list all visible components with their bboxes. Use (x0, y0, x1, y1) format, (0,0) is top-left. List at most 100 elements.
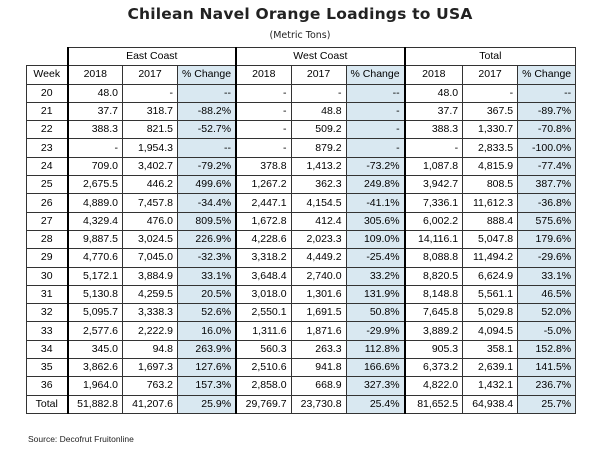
east-2018-cell: 1,964.0 (66, 376, 123, 396)
west-2018-cell: 4,228.6 (235, 229, 292, 250)
table-row: 29 4,770.6 7,045.0 -32.3% 3,318.2 4,449.2 -25.… (26, 248, 577, 268)
west-2017-cell: 4,154.5 (290, 193, 347, 213)
total-2018-cell: 6,002.2 (403, 211, 464, 231)
west-pct-cell: -29.9% (345, 321, 406, 341)
total-2018-cell: 4,822.0 (403, 376, 464, 396)
total-2018-cell: 3,942.7 (403, 175, 464, 195)
east-pct-cell: 127.6% (177, 358, 237, 378)
total-2018-cell: 3,889.2 (403, 321, 464, 341)
week-cell: 33 (26, 321, 68, 341)
total-2017-cell: 5,047.8 (462, 229, 519, 250)
west-2017-cell: - (290, 83, 347, 103)
week-cell: 36 (26, 376, 68, 396)
total-2018-cell: 81,652.5 (403, 394, 464, 414)
total-2017-cell: 808.5 (462, 175, 519, 195)
east-pct-cell: 33.1% (177, 266, 237, 286)
total-pct-header: % Change (517, 65, 577, 85)
table-row: 27 4,329.4 476.0 809.5% 1,672.8 412.4 305.6% 6,… (26, 211, 577, 231)
west-2018-cell: 1,267.2 (235, 175, 292, 195)
table-row: 28 9,887.5 3,024.5 226.9% 4,228.6 2,023.3 109.… (26, 229, 577, 250)
west-pct-cell: -41.1% (345, 193, 406, 213)
east-2017-cell: 3,024.5 (122, 229, 178, 250)
east-2017-cell: - (122, 83, 178, 103)
west-pct-cell: -73.2% (345, 156, 406, 177)
total-2017-cell: 2,639.1 (462, 358, 519, 378)
west-2018-cell: 2,550.1 (235, 303, 292, 323)
west-2018-cell: 560.3 (235, 339, 292, 360)
week-cell: 23 (26, 138, 68, 158)
table-row: 21 37.7 318.7 -88.2% -48.8-37.7 367.5 -89.7% (26, 101, 577, 122)
table-row: 30 5,172.1 3,884.9 33.1% 3,648.4 2,740.0 33.2%… (26, 266, 577, 286)
total-2017-cell: 888.4 (462, 211, 519, 231)
east-2017-cell: 821.5 (122, 120, 178, 140)
west-2018-cell: - (235, 83, 292, 103)
west-pct-cell: 109.0% (345, 229, 406, 250)
total-2017-cell: 358.1 (462, 339, 519, 360)
week-cell: 29 (26, 248, 68, 268)
loadings-table: East Coast West Coast Total Week 2018 20… (26, 46, 577, 414)
total-2018-cell: 6,373.2 (403, 358, 464, 378)
west-2017-cell: 4,449.2 (290, 248, 347, 268)
west-2017-cell: 509.2 (290, 120, 347, 140)
east-2018-cell: 388.3 (66, 120, 123, 140)
west-2017-cell: 668.9 (290, 376, 347, 396)
week-cell: 27 (26, 211, 68, 231)
total-2018-cell: 1,087.8 (403, 156, 464, 177)
west-pct-cell: 25.4% (345, 394, 406, 414)
east-2017-cell: 3,402.7 (122, 156, 178, 177)
east-pct-cell: 226.9% (177, 229, 237, 250)
west-2018-cell: 1,311.6 (235, 321, 292, 341)
table-row: 33 2,577.6 2,222.9 16.0% 1,311.6 1,871.6 -29.9… (26, 321, 577, 341)
east-2017-cell: 318.7 (122, 101, 178, 122)
column-header-row: Week 2018 2017 % Change 2018 2017 % Chan… (26, 65, 577, 85)
table-row: 24 709.0 3,402.7 -79.2% 378.8 1,413.2 -73.2% 1,… (26, 156, 577, 177)
total-2017-cell: 1,432.1 (462, 376, 519, 396)
east-2017-cell: 41,207.6 (122, 394, 178, 414)
total-2018-cell: 7,336.1 (403, 193, 464, 213)
west-2017-cell: 1,691.5 (290, 303, 347, 323)
east-pct-cell: 52.6% (177, 303, 237, 323)
west-2018-cell: - (235, 138, 292, 158)
east-2018-cell: 2,675.5 (66, 175, 123, 195)
west-pct-cell: - (345, 120, 406, 140)
week-cell: 28 (26, 229, 68, 250)
total-2018-cell: 388.3 (403, 120, 464, 140)
total-2018-cell: - (403, 138, 464, 158)
total-header: Total (403, 46, 577, 67)
east-2018-header: 2018 (66, 65, 123, 85)
west-2017-cell: 412.4 (290, 211, 347, 231)
east-pct-cell: -79.2% (177, 156, 237, 177)
west-pct-cell: - (345, 138, 406, 158)
east-2017-cell: 446.2 (122, 175, 178, 195)
total-pct-cell: -89.7% (517, 101, 577, 122)
total-row: Total 51,882.8 41,207.6 25.9% 29,769.7 23,730… (26, 394, 577, 414)
total-pct-cell: -100.0% (517, 138, 577, 158)
west-2018-header: 2018 (235, 65, 292, 85)
east-2018-cell: 709.0 (66, 156, 123, 177)
west-2017-cell: 48.8 (290, 101, 347, 122)
east-pct-cell: -- (177, 138, 237, 158)
west-2017-cell: 1,871.6 (290, 321, 347, 341)
east-2017-cell: 7,045.0 (122, 248, 178, 268)
east-pct-cell: 25.9% (177, 394, 237, 414)
total-pct-cell: -- (517, 83, 577, 103)
total-2017-cell: 4,094.5 (462, 321, 519, 341)
table-row: 36 1,964.0 763.2 157.3% 2,858.0 668.9 327.3% 4,… (26, 376, 577, 396)
week-cell: 30 (26, 266, 68, 286)
east-pct-cell: -88.2% (177, 101, 237, 122)
table-subtitle: (Metric Tons) (269, 30, 331, 41)
west-2018-cell: 3,648.4 (235, 266, 292, 286)
east-2018-cell: 48.0 (66, 83, 123, 103)
week-cell: 22 (26, 120, 68, 140)
west-2018-cell: - (235, 120, 292, 140)
table-row: 32 5,095.7 3,338.3 52.6% 2,550.1 1,691.5 50.8%… (26, 303, 577, 323)
east-coast-header: East Coast (66, 46, 237, 67)
west-2017-cell: 1,413.2 (290, 156, 347, 177)
east-2018-cell: 51,882.8 (66, 394, 123, 414)
week-cell: 20 (26, 83, 68, 103)
west-2018-cell: 3,018.0 (235, 284, 292, 305)
total-2018-cell: 905.3 (403, 339, 464, 360)
total-pct-cell: 152.8% (517, 339, 577, 360)
west-pct-cell: - (345, 101, 406, 122)
east-2017-cell: 476.0 (122, 211, 178, 231)
